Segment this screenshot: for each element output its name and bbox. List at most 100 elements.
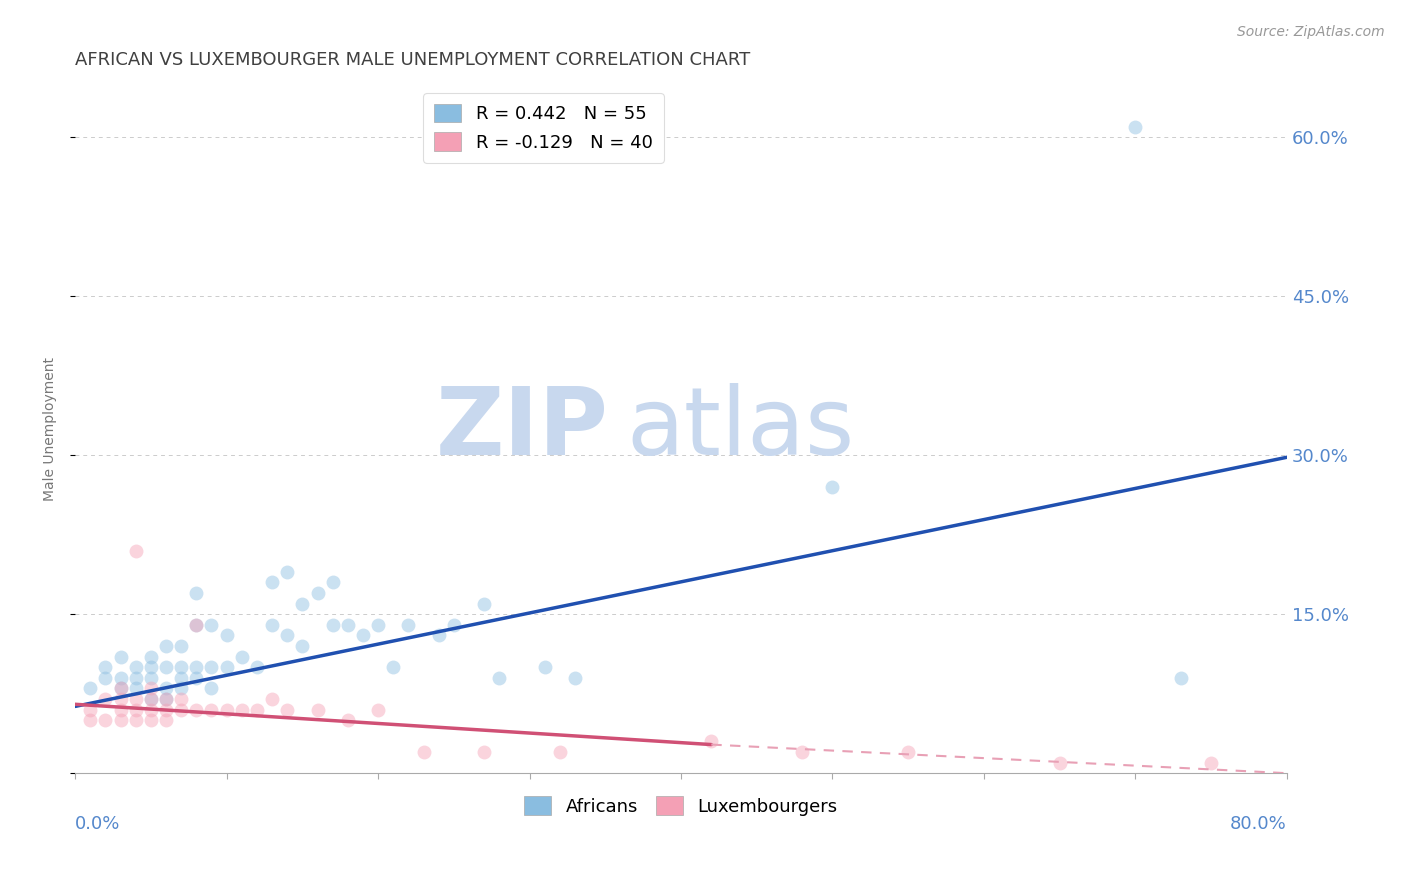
Point	[155, 702, 177, 716]
Point	[276, 628, 298, 642]
Point	[200, 681, 222, 696]
Point	[246, 702, 269, 716]
Point	[291, 639, 314, 653]
Point	[110, 702, 132, 716]
Point	[155, 681, 177, 696]
Point	[215, 702, 238, 716]
Point	[186, 617, 208, 632]
Point	[186, 617, 208, 632]
Point	[336, 617, 359, 632]
Point	[1199, 756, 1222, 770]
Point	[110, 671, 132, 685]
Point	[155, 639, 177, 653]
Point	[125, 671, 148, 685]
Point	[170, 681, 193, 696]
Point	[564, 671, 586, 685]
Point	[821, 480, 844, 494]
Point	[443, 617, 465, 632]
Point	[262, 575, 284, 590]
Text: atlas: atlas	[627, 383, 855, 475]
Point	[125, 713, 148, 727]
Y-axis label: Male Unemployment: Male Unemployment	[44, 357, 58, 500]
Point	[79, 702, 101, 716]
Point	[792, 745, 814, 759]
Point	[472, 745, 495, 759]
Point	[170, 702, 193, 716]
Point	[231, 649, 253, 664]
Point	[276, 565, 298, 579]
Point	[322, 575, 344, 590]
Point	[246, 660, 269, 674]
Point	[155, 713, 177, 727]
Point	[548, 745, 571, 759]
Point	[170, 660, 193, 674]
Point	[139, 660, 162, 674]
Point	[186, 660, 208, 674]
Point	[170, 639, 193, 653]
Point	[110, 692, 132, 706]
Point	[231, 702, 253, 716]
Point	[170, 671, 193, 685]
Point	[155, 692, 177, 706]
Text: Source: ZipAtlas.com: Source: ZipAtlas.com	[1237, 25, 1385, 39]
Point	[94, 671, 117, 685]
Point	[186, 671, 208, 685]
Point	[94, 660, 117, 674]
Point	[200, 617, 222, 632]
Text: 80.0%: 80.0%	[1230, 814, 1286, 832]
Point	[139, 692, 162, 706]
Point	[186, 586, 208, 600]
Point	[125, 543, 148, 558]
Point	[533, 660, 555, 674]
Point	[139, 702, 162, 716]
Point	[322, 617, 344, 632]
Point	[1170, 671, 1192, 685]
Point	[307, 702, 329, 716]
Point	[367, 702, 389, 716]
Point	[110, 681, 132, 696]
Point	[125, 692, 148, 706]
Point	[110, 649, 132, 664]
Text: ZIP: ZIP	[436, 383, 609, 475]
Point	[125, 702, 148, 716]
Point	[488, 671, 510, 685]
Point	[170, 692, 193, 706]
Text: AFRICAN VS LUXEMBOURGER MALE UNEMPLOYMENT CORRELATION CHART: AFRICAN VS LUXEMBOURGER MALE UNEMPLOYMEN…	[75, 51, 751, 69]
Text: 0.0%: 0.0%	[75, 814, 121, 832]
Point	[94, 692, 117, 706]
Point	[262, 692, 284, 706]
Point	[1049, 756, 1071, 770]
Point	[139, 649, 162, 664]
Point	[897, 745, 920, 759]
Point	[125, 660, 148, 674]
Point	[79, 681, 101, 696]
Point	[367, 617, 389, 632]
Point	[139, 713, 162, 727]
Point	[139, 692, 162, 706]
Point	[155, 692, 177, 706]
Point	[262, 617, 284, 632]
Point	[139, 681, 162, 696]
Point	[155, 660, 177, 674]
Point	[412, 745, 434, 759]
Point	[472, 597, 495, 611]
Point	[110, 713, 132, 727]
Point	[79, 713, 101, 727]
Point	[427, 628, 450, 642]
Point	[307, 586, 329, 600]
Legend: Africans, Luxembourgers: Africans, Luxembourgers	[517, 789, 845, 822]
Point	[215, 628, 238, 642]
Point	[396, 617, 419, 632]
Point	[276, 702, 298, 716]
Point	[186, 702, 208, 716]
Point	[336, 713, 359, 727]
Point	[382, 660, 405, 674]
Point	[139, 671, 162, 685]
Point	[200, 702, 222, 716]
Point	[291, 597, 314, 611]
Point	[700, 734, 723, 748]
Point	[215, 660, 238, 674]
Point	[94, 713, 117, 727]
Point	[125, 681, 148, 696]
Point	[200, 660, 222, 674]
